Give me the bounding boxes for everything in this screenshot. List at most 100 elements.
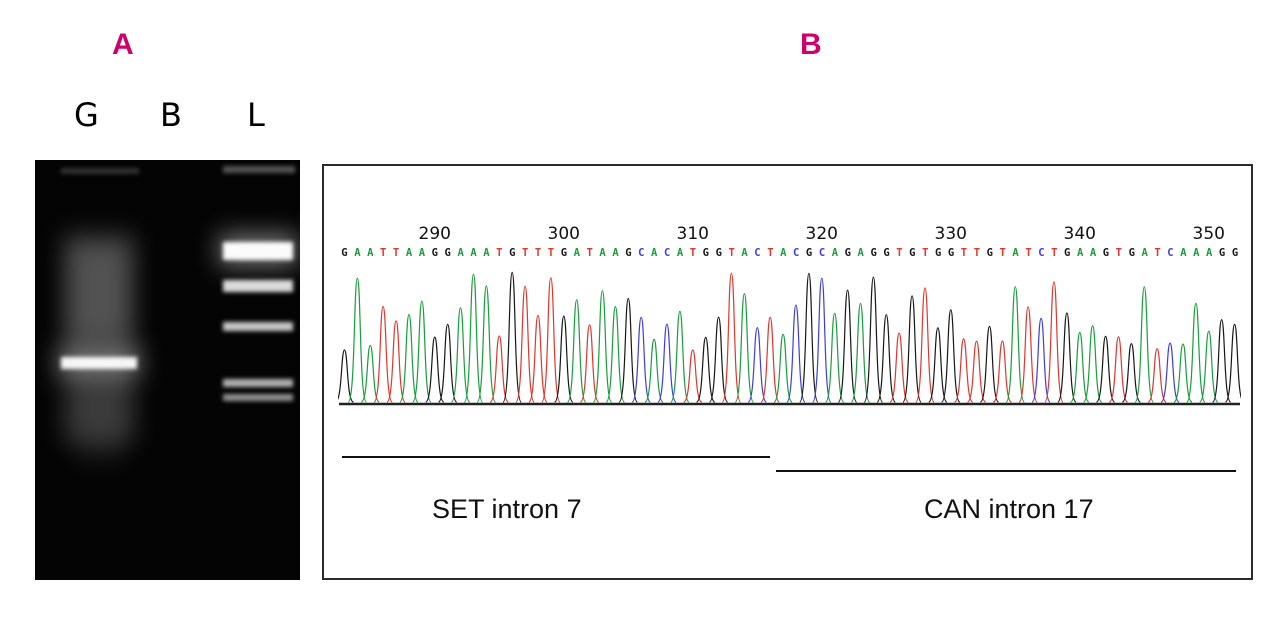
chromatogram-peak <box>373 305 393 403</box>
sequence-base: T <box>728 247 735 259</box>
chromatogram-peak <box>941 309 961 403</box>
sequence-base: A <box>1089 247 1097 259</box>
sequence-base: A <box>599 247 606 259</box>
sequence-base: G <box>1231 247 1239 259</box>
gel-ladder-band-4 <box>223 379 293 387</box>
chromatogram-peak <box>928 327 948 403</box>
sequence-base: T <box>1051 247 1058 259</box>
chromatogram-peak <box>605 305 625 403</box>
sequence-base: T <box>689 247 697 259</box>
sequence-base: A <box>367 247 374 259</box>
chromatogram-peak <box>528 314 548 403</box>
chromatogram-peak <box>747 327 767 403</box>
chromatogram-peak <box>347 277 367 403</box>
gel-ladder-band-1 <box>223 242 293 260</box>
sequence-base: G <box>431 247 438 259</box>
sequence-base: A <box>457 247 464 259</box>
gel-band-g <box>61 357 137 369</box>
gel-well-l <box>223 166 295 173</box>
chromatogram-peak <box>708 316 729 403</box>
sequence-base: T <box>496 247 503 259</box>
position-tick: 310 <box>676 224 709 244</box>
sequence-base: T <box>922 247 929 259</box>
position-tick: 290 <box>418 224 451 244</box>
chromatogram-peak <box>463 273 484 403</box>
chromatogram-peak <box>360 344 380 403</box>
chromatogram-peak <box>644 338 664 403</box>
chromatogram-peak <box>837 289 858 403</box>
chromatogram-peak <box>631 316 651 403</box>
chromatogram-peak <box>1199 330 1219 403</box>
sequence-base: G <box>934 247 942 259</box>
sequence-base: A <box>573 247 580 259</box>
chromatogram-peak <box>812 277 832 403</box>
sequence-base: T <box>534 247 542 259</box>
sequence-base: A <box>1193 247 1200 259</box>
chromatogram-peak <box>825 312 845 403</box>
sequence-base: A <box>405 247 413 259</box>
lane-label-l: L <box>247 96 265 134</box>
sequence-base: A <box>612 247 619 259</box>
chromatogram-peak <box>876 314 896 403</box>
chromatogram-peak <box>1224 323 1241 403</box>
chromatogram-peak <box>1044 281 1064 403</box>
sequence-base: G <box>805 247 813 259</box>
chromatogram-peak <box>1018 306 1038 403</box>
chromatogram-peak <box>1057 312 1077 403</box>
gel-image <box>35 160 300 580</box>
chromatogram-peak <box>592 290 613 403</box>
sequence-base: T <box>547 247 555 259</box>
sequence-base: T <box>767 247 774 259</box>
sequence-base: A <box>780 247 787 259</box>
sequence-base: G <box>947 247 955 259</box>
sequence-base: A <box>354 247 361 259</box>
chromatogram-peak <box>1160 342 1180 403</box>
sequence-base: T <box>896 247 903 259</box>
chromatogram-peak <box>554 315 574 403</box>
sequence-base: C <box>1038 247 1045 259</box>
chromatogram-peak <box>438 323 458 403</box>
chromatogram-peak <box>657 323 677 403</box>
sequence-base: G <box>1128 247 1135 259</box>
chromatogram-peak <box>1186 302 1206 403</box>
sequence-base: C <box>793 247 800 259</box>
peaks-box <box>338 262 1241 412</box>
position-tick: 300 <box>547 224 580 244</box>
sequence-base: T <box>1025 247 1032 259</box>
chromatogram-peak <box>1070 331 1090 403</box>
chromatogram-peak <box>1134 286 1154 403</box>
chromatogram-peak <box>1212 319 1232 403</box>
chromatogram-peak <box>502 271 522 403</box>
sequence-base: T <box>960 247 968 259</box>
sequence-base: G <box>444 247 451 259</box>
sequence-base: G <box>870 247 877 259</box>
chromatogram-peak <box>696 336 716 403</box>
position-tick-row: 290 300 310 320 330 340 350 <box>338 224 1241 246</box>
chromatogram-peak <box>760 316 780 403</box>
chromatogram-peak <box>863 276 883 403</box>
gel-ladder-band-3 <box>223 322 293 331</box>
chromatogram-peak <box>954 338 974 403</box>
chromatogram-peak <box>1005 286 1025 403</box>
chromatogram-peak <box>1147 348 1167 403</box>
sequence-base: G <box>341 247 348 259</box>
chromatogram-peak <box>412 300 432 403</box>
sequence-base: A <box>470 247 477 259</box>
chromatogram-peak <box>489 335 509 403</box>
chromatogram-peak <box>1173 343 1193 403</box>
sequence-base: G <box>1102 247 1110 259</box>
chromatogram-peak <box>850 302 871 403</box>
sequence-base: T <box>586 247 593 259</box>
can-intron-underline <box>776 470 1236 472</box>
sequence-base: A <box>418 247 426 259</box>
chromatogram-peak <box>1121 342 1141 403</box>
lane-label-g: G <box>74 96 99 134</box>
sequence-base: T <box>999 247 1006 259</box>
position-tick: 320 <box>805 224 838 244</box>
gel-well-g <box>61 168 139 174</box>
sequence-base: T <box>392 247 400 259</box>
chromatogram-peak <box>567 299 587 403</box>
chromatogram-peak <box>338 349 355 403</box>
